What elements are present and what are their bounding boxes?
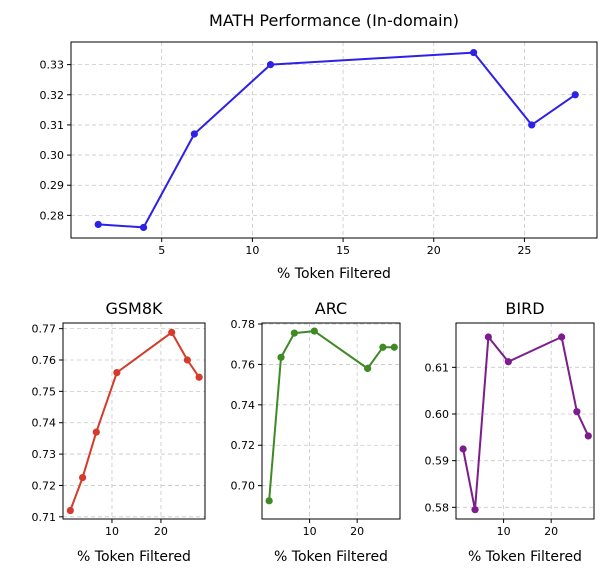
gsm8k-data-point xyxy=(66,506,74,515)
arc-y-tick-label: 0.74 xyxy=(231,399,256,412)
arc-axes-frame xyxy=(261,322,401,520)
arc-x-tick-label: 10 xyxy=(303,525,317,538)
bird-series-line xyxy=(462,336,590,511)
bird-chart-xlabel: % Token Filtered xyxy=(468,549,582,565)
gsm8k-chart-title: GSM8K xyxy=(105,299,163,318)
arc-data-point xyxy=(379,343,387,351)
gsm8k-y-tick-label: 0.72 xyxy=(32,479,57,492)
arc-series-line xyxy=(268,330,395,501)
arc-chart-xlabel: % Token Filtered xyxy=(274,549,388,565)
arc-x-tick-label: 20 xyxy=(350,525,364,538)
arc-y-tick-label: 0.70 xyxy=(231,480,256,493)
gsm8k-y-tick-label: 0.71 xyxy=(32,511,57,524)
arc-chart-title: ARC xyxy=(315,299,347,318)
bird-axes-frame xyxy=(455,322,595,520)
gsm8k-y-tick-label: 0.73 xyxy=(32,448,57,461)
bird-y-tick-label: 0.61 xyxy=(425,361,450,374)
arc-chart: ARC % Token Filtered 10 20 0.70 0.72 0.74 0.7… xyxy=(231,299,401,565)
bird-y-tick-label: 0.60 xyxy=(425,408,450,421)
math-chart-xlabel: % Token Filtered xyxy=(277,266,391,282)
arc-y-tick-label: 0.72 xyxy=(231,439,256,452)
gsm8k-y-tick-label: 0.77 xyxy=(32,323,57,336)
bird-chart-title: BIRD xyxy=(505,299,544,318)
math-data-point xyxy=(190,130,198,138)
math-x-tick-label: 20 xyxy=(427,244,441,257)
arc-data-point xyxy=(364,364,372,373)
gsm8k-y-tick-label: 0.76 xyxy=(32,354,57,367)
bird-data-point xyxy=(584,432,592,440)
arc-data-point xyxy=(277,353,285,361)
bird-y-tick-label: 0.58 xyxy=(425,501,450,514)
gsm8k-data-point xyxy=(183,356,191,364)
gsm8k-series-line xyxy=(69,331,200,511)
bird-x-tick-label: 10 xyxy=(497,525,511,538)
bird-data-point xyxy=(558,333,566,341)
gsm8k-data-point xyxy=(195,373,203,381)
arc-y-tick-label: 0.78 xyxy=(231,318,256,331)
math-x-tick-label: 5 xyxy=(158,244,165,257)
math-x-tick-label: 10 xyxy=(245,244,259,257)
gsm8k-data-point xyxy=(168,328,176,337)
math-y-tick-label: 0.28 xyxy=(40,209,65,222)
gsm8k-axes-frame xyxy=(62,322,206,520)
bird-y-tick-label: 0.59 xyxy=(425,455,450,468)
math-data-point xyxy=(266,61,275,69)
math-y-tick-label: 0.32 xyxy=(40,89,65,102)
math-data-point xyxy=(139,223,148,232)
bird-chart: BIRD % Token Filtered 10 20 0.58 0.59 0.60 0.… xyxy=(425,299,595,565)
math-x-tick-label: 25 xyxy=(517,244,531,257)
math-y-tick-label: 0.31 xyxy=(40,119,65,132)
math-data-point xyxy=(94,220,102,229)
bird-data-point xyxy=(471,506,479,514)
math-chart-title: MATH Performance (In-domain) xyxy=(209,11,459,30)
math-axes-frame xyxy=(70,41,598,239)
math-data-point xyxy=(470,48,478,57)
arc-y-tick-label: 0.76 xyxy=(231,358,256,371)
bird-data-point xyxy=(504,358,512,366)
bird-data-point xyxy=(573,408,581,416)
math-y-tick-label: 0.33 xyxy=(40,59,65,72)
gsm8k-x-tick-label: 20 xyxy=(154,525,168,538)
gsm8k-y-tick-label: 0.74 xyxy=(32,417,57,430)
math-y-tick-label: 0.29 xyxy=(40,179,65,192)
math-chart: MATH Performance (In-domain) % Token Fil… xyxy=(40,11,598,282)
math-series-line xyxy=(98,51,576,229)
arc-data-point xyxy=(265,497,273,505)
bird-data-point xyxy=(459,445,467,453)
gsm8k-data-point xyxy=(78,474,87,482)
arc-data-point xyxy=(310,327,318,335)
math-data-point xyxy=(528,121,536,129)
gsm8k-y-tick-label: 0.75 xyxy=(32,385,57,398)
gsm8k-x-tick-label: 10 xyxy=(105,525,119,538)
bird-data-point xyxy=(484,333,492,341)
arc-data-point xyxy=(390,343,398,351)
math-data-point xyxy=(571,91,579,99)
gsm8k-data-point xyxy=(92,428,100,436)
math-x-tick-label: 15 xyxy=(336,244,350,257)
gsm8k-data-point xyxy=(113,368,121,377)
gsm8k-chart-xlabel: % Token Filtered xyxy=(77,549,191,565)
gsm8k-chart: GSM8K % Token Filtered 10 20 0.71 0.72 0.73 0… xyxy=(32,299,206,565)
bird-x-tick-label: 20 xyxy=(544,525,558,538)
math-y-tick-label: 0.30 xyxy=(40,149,65,162)
arc-data-point xyxy=(290,329,298,337)
